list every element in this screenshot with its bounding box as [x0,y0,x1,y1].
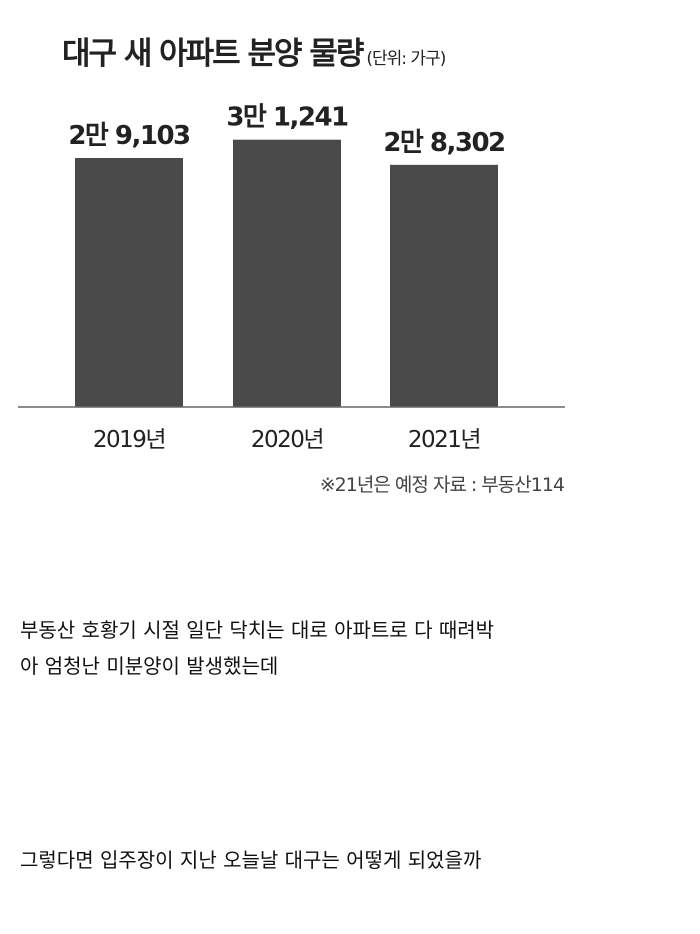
x-tick-label: 2021년 [408,427,480,453]
bar [75,158,183,407]
paragraph-line: 아 엄청난 미분양이 발생했는데 [20,654,279,678]
data-label: 3만 1,241 [226,103,348,133]
data-label: 2만 9,103 [68,121,190,151]
paragraph-line: 부동산 호황기 시절 일단 닥치는 대로 아파트로 다 때려박 [20,618,495,642]
chart-unit: (단위: 가구) [366,49,446,69]
bar [233,139,341,408]
bar-chart: 2만 9,103 2019년 3만 1,241 2020년 2만 8,302 2021년 [18,103,565,453]
post-paragraph-1: 부동산 호황기 시절 일단 닥치는 대로 아파트로 다 때려박 아 엄청난 미분… [20,612,690,684]
post-paragraph-2: 그렇다면 입주장이 지난 오늘날 대구는 어떻게 되었을까 [20,848,482,872]
chart-title-text: 대구 새 아파트 분양 물량 [62,36,364,72]
x-tick-label: 2020년 [251,427,323,453]
data-label: 2만 8,302 [383,128,504,158]
x-tick-label: 2019년 [93,427,165,453]
bar [390,164,498,407]
chart-title: 대구 새 아파트 분양 물량 (단위: 가구) [62,28,446,73]
chart-source-note: ※21년은 예정 자료 : 부동산114 [319,474,565,496]
